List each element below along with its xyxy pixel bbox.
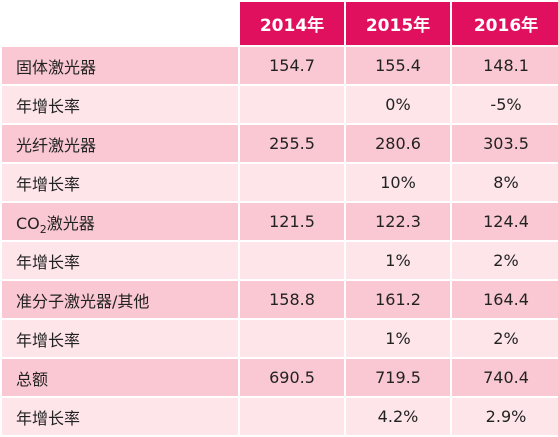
table-row-solid-state: 固体激光器 154.7 155.4 148.1 bbox=[2, 47, 558, 84]
cell-2015: 280.6 bbox=[346, 125, 450, 162]
row-label: 年增长率 bbox=[2, 242, 238, 279]
row-label: 固体激光器 bbox=[2, 47, 238, 84]
row-label: 年增长率 bbox=[2, 164, 238, 201]
cell-2014 bbox=[240, 398, 344, 435]
row-label: 年增长率 bbox=[2, 398, 238, 435]
row-label: 年增长率 bbox=[2, 320, 238, 357]
cell-2016: 2.9% bbox=[452, 398, 558, 435]
label-prefix: CO bbox=[16, 213, 40, 233]
header-row: 2014年 2015年 2016年 bbox=[2, 2, 558, 45]
cell-2016: 2% bbox=[452, 242, 558, 279]
cell-2014: 690.5 bbox=[240, 359, 344, 396]
cell-2015: 1% bbox=[346, 242, 450, 279]
header-year-2016: 2016年 bbox=[452, 2, 558, 45]
cell-2015: 155.4 bbox=[346, 47, 450, 84]
cell-2015: 1% bbox=[346, 320, 450, 357]
cell-2015: 4.2% bbox=[346, 398, 450, 435]
table-row-growth: 年增长率 1% 2% bbox=[2, 242, 558, 279]
cell-2015: 719.5 bbox=[346, 359, 450, 396]
cell-2014: 154.7 bbox=[240, 47, 344, 84]
cell-2014: 158.8 bbox=[240, 281, 344, 318]
cell-2015: 161.2 bbox=[346, 281, 450, 318]
cell-2015: 122.3 bbox=[346, 203, 450, 240]
cell-2014 bbox=[240, 86, 344, 123]
label-suffix: 激光器 bbox=[46, 213, 95, 233]
cell-2014 bbox=[240, 320, 344, 357]
cell-2016: 2% bbox=[452, 320, 558, 357]
label-subscript: 2 bbox=[39, 222, 47, 236]
cell-2016: 164.4 bbox=[452, 281, 558, 318]
row-label: 总额 bbox=[2, 359, 238, 396]
header-year-2014: 2014年 bbox=[240, 2, 344, 45]
table-row-total: 总额 690.5 719.5 740.4 bbox=[2, 359, 558, 396]
table-row-co2: CO2激光器 121.5 122.3 124.4 bbox=[2, 203, 558, 240]
table-row-growth: 年增长率 1% 2% bbox=[2, 320, 558, 357]
table-row-fiber: 光纤激光器 255.5 280.6 303.5 bbox=[2, 125, 558, 162]
cell-2016: 124.4 bbox=[452, 203, 558, 240]
cell-2014 bbox=[240, 164, 344, 201]
table-row-excimer-other: 准分子激光器/其他 158.8 161.2 164.4 bbox=[2, 281, 558, 318]
cell-2016: 740.4 bbox=[452, 359, 558, 396]
cell-2016: 303.5 bbox=[452, 125, 558, 162]
cell-2016: -5% bbox=[452, 86, 558, 123]
header-corner bbox=[2, 2, 238, 45]
row-label: 年增长率 bbox=[2, 86, 238, 123]
cell-2014: 255.5 bbox=[240, 125, 344, 162]
cell-2016: 8% bbox=[452, 164, 558, 201]
cell-2014 bbox=[240, 242, 344, 279]
header-year-2015: 2015年 bbox=[346, 2, 450, 45]
table-row-growth: 年增长率 4.2% 2.9% bbox=[2, 398, 558, 435]
cell-2015: 0% bbox=[346, 86, 450, 123]
row-label-co2: CO2激光器 bbox=[2, 203, 238, 240]
cell-2015: 10% bbox=[346, 164, 450, 201]
row-label: 准分子激光器/其他 bbox=[2, 281, 238, 318]
row-label: 光纤激光器 bbox=[2, 125, 238, 162]
cell-2014: 121.5 bbox=[240, 203, 344, 240]
table-row-growth: 年增长率 0% -5% bbox=[2, 86, 558, 123]
table-row-growth: 年增长率 10% 8% bbox=[2, 164, 558, 201]
cell-2016: 148.1 bbox=[452, 47, 558, 84]
